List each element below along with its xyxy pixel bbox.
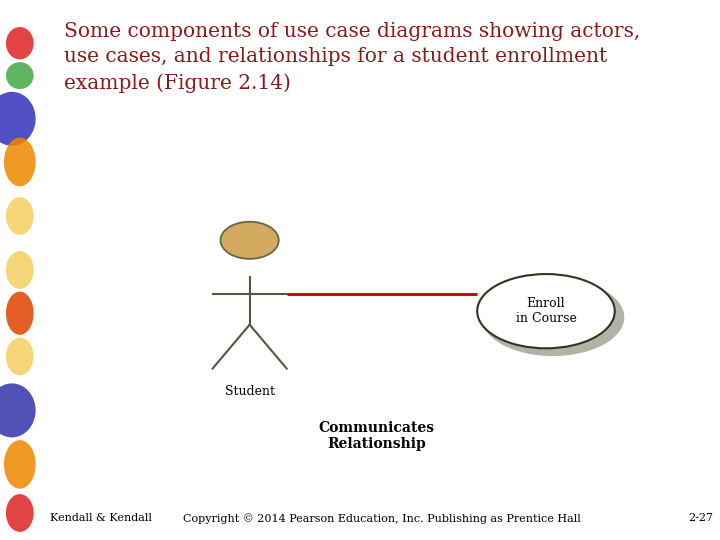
Ellipse shape (6, 27, 34, 59)
Ellipse shape (0, 383, 36, 437)
Text: 2-27: 2-27 (688, 514, 713, 523)
Ellipse shape (6, 62, 34, 89)
Ellipse shape (6, 494, 34, 532)
Text: Communicates
Relationship: Communicates Relationship (318, 421, 435, 451)
Text: Copyright © 2014 Pearson Education, Inc. Publishing as Prentice Hall: Copyright © 2014 Pearson Education, Inc.… (183, 513, 580, 524)
Text: Student: Student (225, 386, 274, 399)
Text: Kendall & Kendall: Kendall & Kendall (50, 514, 152, 523)
Ellipse shape (6, 292, 34, 335)
Ellipse shape (6, 197, 34, 235)
Ellipse shape (477, 274, 615, 348)
Ellipse shape (0, 92, 36, 146)
Circle shape (220, 222, 279, 259)
Text: Some components of use case diagrams showing actors,
use cases, and relationship: Some components of use case diagrams sho… (63, 22, 640, 93)
Ellipse shape (6, 338, 34, 375)
Ellipse shape (482, 279, 624, 356)
Ellipse shape (4, 440, 36, 489)
Ellipse shape (4, 138, 36, 186)
Ellipse shape (6, 251, 34, 289)
Text: Enroll
in Course: Enroll in Course (516, 297, 577, 325)
